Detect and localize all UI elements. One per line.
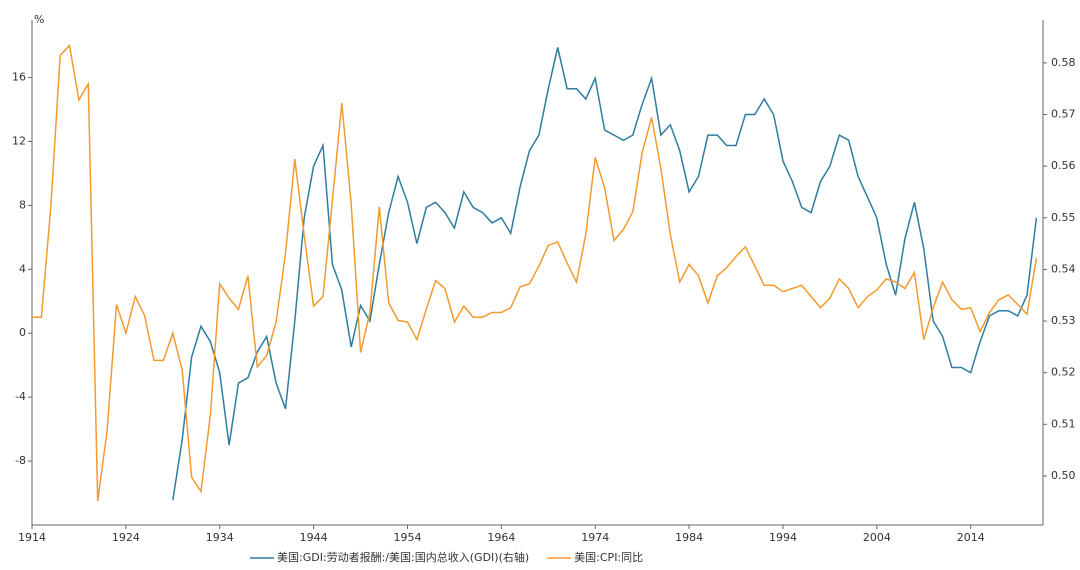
series-line (172, 47, 1038, 501)
y2-tick-label: 0.50 (1051, 469, 1076, 482)
y-tick-label: 16 (12, 71, 26, 84)
legend-label: 美国:CPI:同比 (574, 551, 643, 564)
y2-tick-label: 0.53 (1051, 314, 1076, 327)
y2-tick-label: 0.57 (1051, 107, 1076, 120)
x-tick-label: 1924 (112, 531, 140, 544)
x-tick-label: 1984 (675, 531, 703, 544)
y2-tick-label: 0.51 (1051, 417, 1076, 430)
x-tick-label: 1944 (300, 531, 328, 544)
y2-tick-label: 0.55 (1051, 211, 1076, 224)
y-tick-label: 0 (19, 326, 26, 339)
y-tick-label: 4 (19, 262, 26, 275)
x-tick-label: 1994 (769, 531, 797, 544)
y2-tick-label: 0.56 (1051, 159, 1076, 172)
y-tick-label: 12 (12, 134, 26, 147)
x-tick-label: 1974 (581, 531, 609, 544)
x-tick-label: 1914 (18, 531, 46, 544)
y-tick-label: -4 (15, 390, 26, 403)
x-tick-label: 1964 (487, 531, 515, 544)
y-unit: % (34, 13, 44, 26)
series-line (32, 44, 1038, 502)
x-tick-label: 1954 (393, 531, 421, 544)
y2-tick-label: 0.58 (1051, 56, 1076, 69)
y-tick-label: 8 (19, 198, 26, 211)
x-tick-label: 2004 (863, 531, 891, 544)
y2-tick-label: 0.54 (1051, 262, 1076, 275)
legend-label: 美国:GDI:劳动者报酬:/美国:国内总收入(GDI)(右轴) (277, 550, 529, 564)
x-tick-label: 1934 (206, 531, 234, 544)
x-tick-label: 2014 (957, 531, 985, 544)
y-tick-label: -8 (15, 454, 26, 467)
y2-tick-label: 0.52 (1051, 366, 1076, 379)
